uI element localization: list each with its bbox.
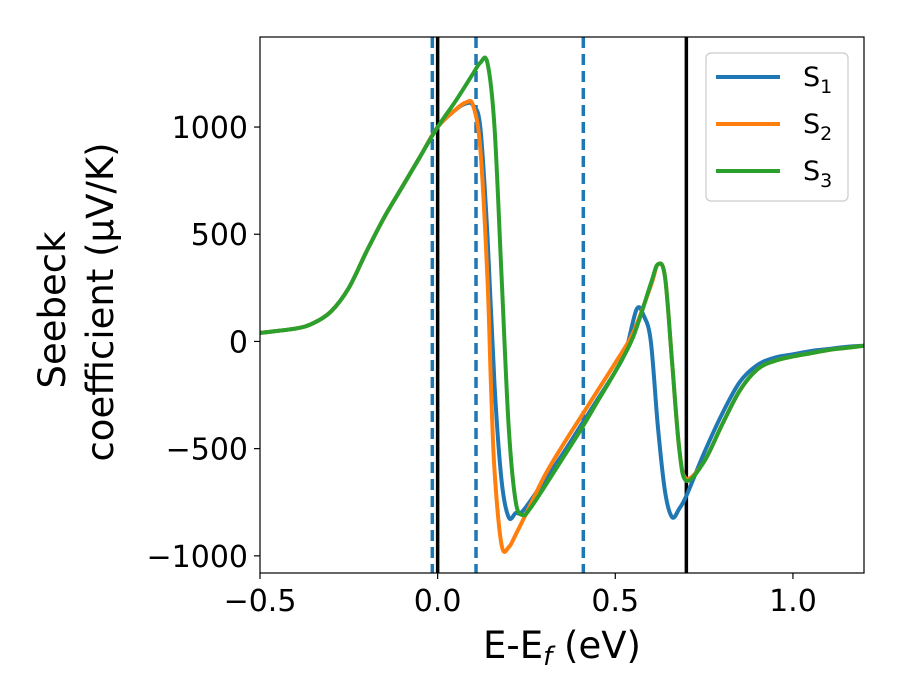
legend: S1 S2 S3 xyxy=(705,52,849,202)
plot-frame xyxy=(259,36,865,574)
y-tick-label-3: 500 xyxy=(191,218,248,253)
x-tick-label-1: 0.0 xyxy=(414,584,462,619)
x-axis-ticks: −0.5 0.0 0.5 1.0 xyxy=(224,573,817,619)
x-tick-label-2: 0.5 xyxy=(591,584,639,619)
y-axis-ticks: −1000 −500 0 500 1000 xyxy=(147,111,260,575)
legend-label-s1: S1 xyxy=(803,62,832,98)
legend-label-s2: S2 xyxy=(803,109,832,145)
y-axis-title-line2: coefficient (μV/K) xyxy=(79,142,122,461)
x-tick-label-0: −0.5 xyxy=(224,584,297,619)
x-tick-label-3: 1.0 xyxy=(769,584,817,619)
series-line-s3 xyxy=(260,55,864,518)
legend-box xyxy=(705,52,849,202)
x-axis-title: E-Ef (eV) xyxy=(483,624,641,672)
legend-label-s3: S3 xyxy=(803,156,832,192)
y-tick-label-4: 1000 xyxy=(172,111,248,146)
series-lines xyxy=(260,55,864,554)
x-axis-title-main: E-E xyxy=(483,624,543,667)
y-axis-title-line1: Seebeck xyxy=(31,231,74,389)
x-axis-title-unit: (eV) xyxy=(564,624,641,667)
y-axis-title: Seebeck coefficient (μV/K) xyxy=(31,142,122,461)
y-tick-label-2: 0 xyxy=(229,325,248,360)
y-tick-label-0: −1000 xyxy=(147,540,248,575)
y-tick-label-1: −500 xyxy=(166,433,248,468)
